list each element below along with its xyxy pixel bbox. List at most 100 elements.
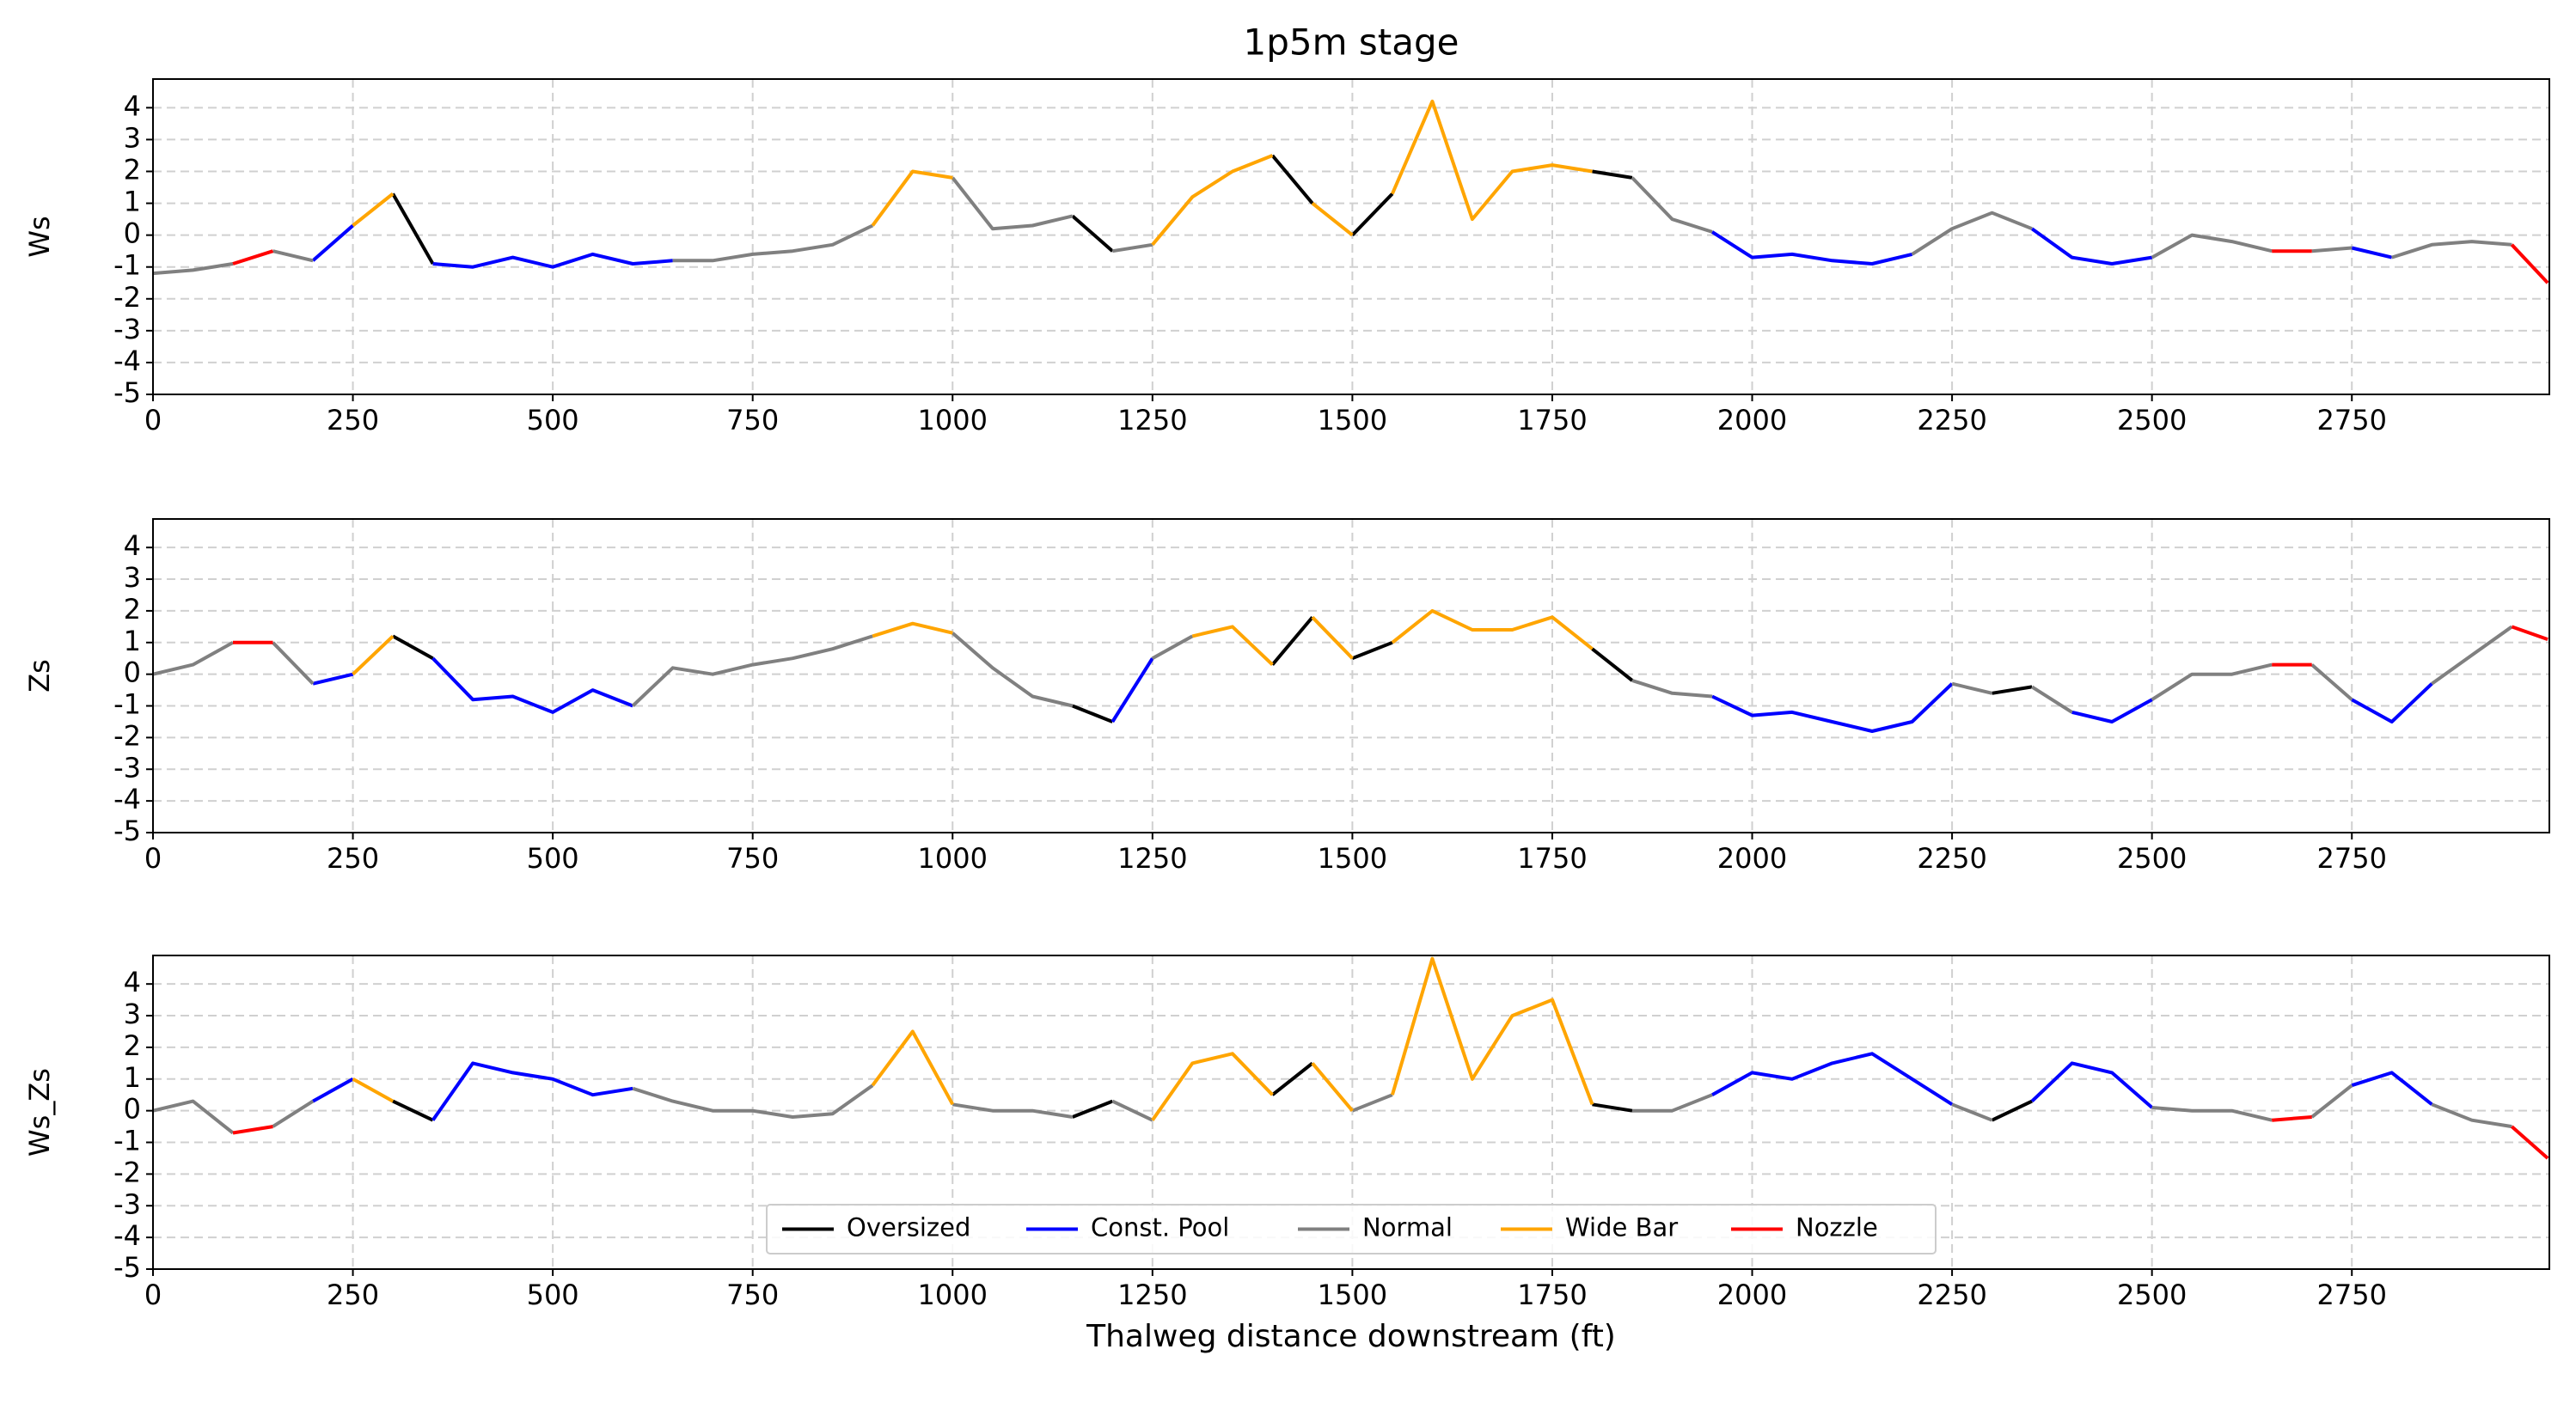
plot-frame: [152, 955, 2550, 1270]
data-line: [392, 616, 2033, 723]
y-tick-label: 4: [124, 529, 141, 562]
x-tick-label: 250: [327, 842, 379, 875]
data-line: [232, 1115, 2549, 1160]
y-tick-label: 1: [124, 1061, 141, 1094]
y-tick-label: -2: [113, 281, 141, 314]
y-tick-label: 1: [124, 625, 141, 657]
legend-label: Normal: [1362, 1213, 1453, 1242]
y-tick-label: -4: [113, 345, 141, 377]
x-tick-label: 750: [726, 404, 779, 436]
x-tick-label: 2500: [2117, 404, 2187, 436]
data-line: [352, 608, 1594, 676]
y-axis-label: Ws_Zs: [23, 1068, 56, 1157]
x-tick-label: 2250: [1917, 404, 1986, 436]
y-tick-label: -2: [113, 1156, 141, 1188]
data-line: [233, 625, 2548, 667]
x-axis-label: Thalweg distance downstream (ft): [1086, 1319, 1616, 1354]
x-tick-label: 500: [527, 1279, 579, 1311]
x-tick-label: 1000: [918, 842, 988, 875]
x-tick-label: 1250: [1117, 1279, 1187, 1311]
legend-label: Nozzle: [1796, 1213, 1878, 1242]
x-tick-label: 2750: [2317, 842, 2387, 875]
y-tick-label: -4: [113, 1219, 141, 1252]
data-line: [312, 1052, 2433, 1121]
x-tick-label: 2250: [1917, 1279, 1986, 1311]
x-tick-label: 2000: [1717, 404, 1787, 436]
x-tick-label: 750: [726, 842, 779, 875]
x-tick-label: 250: [327, 1279, 379, 1311]
data-line: [352, 956, 1594, 1121]
plot-frame: [152, 78, 2550, 395]
x-tick-label: 2500: [2117, 1279, 2187, 1311]
x-tick-label: 1250: [1117, 842, 1187, 875]
legend: Oversized Const. Pool Normal Wide Bar Nozzle: [766, 1204, 1937, 1254]
data-line: [153, 176, 2512, 276]
y-tick-label: 2: [124, 593, 141, 626]
legend-label: Oversized: [847, 1213, 970, 1242]
x-tick-label: 2750: [2317, 1279, 2387, 1311]
x-tick-label: 0: [144, 842, 162, 875]
y-tick-label: -1: [113, 1125, 141, 1157]
y-tick-label: -2: [113, 719, 141, 752]
x-tick-label: 2000: [1717, 1279, 1787, 1311]
legend-box: [766, 1204, 1937, 1254]
y-tick-label: 2: [124, 154, 141, 186]
x-tick-label: 2000: [1717, 842, 1787, 875]
x-tick-label: 2750: [2317, 404, 2387, 436]
y-tick-label: -3: [113, 1187, 141, 1220]
y-tick-label: -5: [113, 376, 141, 409]
legend-label: Const. Pool: [1091, 1213, 1229, 1242]
data-line: [352, 99, 1593, 247]
y-tick-label: -5: [113, 815, 141, 847]
y-tick-label: -1: [113, 688, 141, 721]
y-tick-label: 0: [124, 1093, 141, 1126]
data-line: [311, 223, 2393, 269]
x-tick-label: 0: [144, 404, 162, 436]
y-tick-label: 0: [124, 656, 141, 689]
y-tick-label: -3: [113, 313, 141, 345]
data-line: [232, 243, 2549, 284]
x-tick-label: 2500: [2117, 842, 2187, 875]
chart-title: 1p5m stage: [1244, 21, 1459, 64]
y-tick-label: 1: [124, 186, 141, 218]
data-line: [153, 1084, 2512, 1135]
x-tick-label: 1750: [1517, 1279, 1587, 1311]
x-tick-label: 1000: [918, 404, 988, 436]
x-tick-label: 2250: [1917, 842, 1986, 875]
data-line: [153, 625, 2513, 714]
y-tick-label: 2: [124, 1029, 141, 1062]
legend-label: Wide Bar: [1565, 1213, 1678, 1242]
x-tick-label: 250: [327, 404, 379, 436]
x-tick-label: 750: [726, 1279, 779, 1311]
y-axis-label: Zs: [23, 659, 56, 693]
x-tick-label: 1250: [1117, 404, 1187, 436]
y-tick-label: -5: [113, 1251, 141, 1284]
y-tick-label: 3: [124, 998, 141, 1030]
y-tick-label: 4: [124, 966, 141, 998]
y-tick-label: 3: [124, 561, 141, 594]
x-tick-label: 0: [144, 1279, 162, 1311]
x-tick-label: 1000: [918, 1279, 988, 1311]
x-tick-label: 1750: [1517, 842, 1587, 875]
y-axis-label: Ws: [23, 216, 56, 257]
data-line: [392, 1061, 2033, 1122]
x-tick-label: 1750: [1517, 404, 1587, 436]
x-tick-label: 500: [527, 842, 579, 875]
y-tick-label: -4: [113, 783, 141, 815]
y-tick-label: -1: [113, 249, 141, 282]
x-tick-label: 1500: [1318, 404, 1387, 436]
y-tick-label: -3: [113, 751, 141, 784]
x-tick-label: 500: [527, 404, 579, 436]
data-line: [312, 656, 2433, 733]
x-tick-label: 1500: [1318, 1279, 1387, 1311]
data-line: [391, 154, 1633, 265]
y-tick-label: 3: [124, 121, 141, 154]
y-tick-label: 0: [124, 217, 141, 250]
y-tick-label: 4: [124, 89, 141, 122]
plot-frame: [152, 518, 2550, 833]
